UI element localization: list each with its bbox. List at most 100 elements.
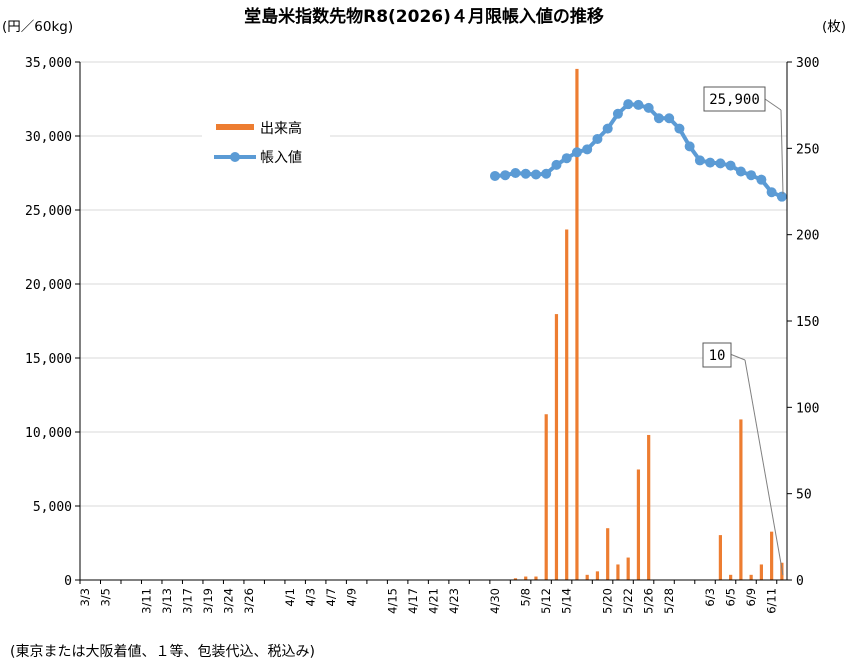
- axes: [79, 62, 788, 581]
- x-tick-label: 3/13: [160, 588, 174, 614]
- left-tick-label: 15,000: [25, 352, 72, 367]
- left-axis-unit: (円／60kg): [2, 19, 73, 35]
- price-marker: [489, 170, 500, 181]
- volume-bar: [585, 574, 589, 580]
- volume-bar: [554, 314, 559, 580]
- left-tick-label: 0: [64, 574, 72, 589]
- price-marker: [541, 168, 552, 179]
- callout-box-price: [703, 86, 766, 112]
- x-tick-label: 5/20: [601, 588, 615, 614]
- volume-bar: [606, 528, 610, 580]
- right-tick-label: 0: [796, 574, 804, 589]
- x-tick-label: 4/1: [283, 588, 297, 607]
- price-marker: [674, 123, 685, 134]
- callout-leader-price-2: [780, 109, 784, 195]
- callout-leader-price: [764, 98, 782, 111]
- callout-label-volume: 10: [709, 348, 726, 364]
- volume-bar: [749, 574, 753, 580]
- price-marker: [592, 133, 603, 144]
- x-tick-label: 4/9: [345, 588, 359, 607]
- price-marker: [653, 113, 664, 124]
- x-tick-label: 5/28: [662, 588, 676, 614]
- price-marker: [520, 168, 531, 179]
- price-marker: [756, 174, 767, 185]
- price-marker: [735, 166, 746, 177]
- right-tick-label: 150: [796, 315, 819, 330]
- price-marker: [500, 170, 511, 181]
- callout-leader-volume: [729, 353, 746, 361]
- price-marker: [510, 168, 521, 178]
- chart-title: 堂島米指数先物R8(2026)４月限帳入値の推移: [244, 6, 604, 27]
- volume-bar: [770, 531, 774, 580]
- x-tick-label: 4/23: [447, 588, 461, 614]
- callout-box-volume: [702, 342, 732, 368]
- volume-bar: [575, 68, 579, 580]
- footnote: (東京または大阪着値、１等、包装代込、税込み): [10, 643, 315, 660]
- x-tick-label: 4/7: [324, 588, 338, 607]
- x-tick-label: 5/14: [560, 588, 574, 614]
- right-tick-label: 50: [796, 488, 812, 503]
- price-marker: [776, 191, 787, 202]
- x-tick-label: 3/3: [78, 588, 92, 607]
- volume-bar: [565, 229, 569, 580]
- left-tick-label: 5,000: [33, 500, 72, 515]
- x-tick-label: 5/12: [539, 588, 553, 614]
- price-marker: [571, 147, 582, 158]
- price-marker: [530, 169, 541, 180]
- price-marker: [582, 144, 593, 155]
- legend-label-volume: 出来高: [260, 120, 302, 137]
- right-tick-label: 300: [796, 56, 819, 71]
- price-line: [489, 99, 787, 202]
- volume-bar: [636, 469, 641, 580]
- x-tick-label: 4/30: [488, 588, 502, 614]
- price-marker: [623, 99, 634, 110]
- price-marker: [664, 113, 675, 124]
- x-tick-label: 5/22: [621, 588, 635, 614]
- gridlines: [80, 61, 787, 507]
- x-tick-label: 6/3: [703, 588, 717, 607]
- price-marker: [551, 159, 562, 170]
- price-marker: [725, 160, 736, 171]
- volume-bar: [595, 571, 600, 580]
- x-tick-label: 4/15: [386, 588, 400, 614]
- right-tick-label: 250: [796, 142, 819, 157]
- x-tick-label: 3/11: [140, 588, 154, 614]
- volume-bars: [513, 68, 784, 580]
- legend: 出来高 帳入値: [202, 110, 330, 174]
- volume-bar: [616, 564, 620, 580]
- volume-bar: [718, 535, 722, 580]
- volume-bar: [513, 578, 518, 580]
- left-tick-label: 20,000: [25, 278, 72, 293]
- callout-label-price: 25,900: [709, 92, 760, 108]
- right-axis-ticks: 0 50 100 150 200 250 300: [787, 56, 819, 589]
- callouts: 25,900 10: [702, 86, 784, 576]
- x-tick-label: 4/17: [406, 588, 420, 614]
- callout-leader-volume-2: [744, 359, 784, 576]
- x-tick-label: 3/17: [181, 588, 195, 614]
- x-tick-label: 6/11: [765, 588, 779, 614]
- price-line-path: [494, 102, 783, 199]
- price-marker: [694, 155, 705, 166]
- price-marker: [715, 158, 726, 169]
- volume-bar: [759, 564, 763, 580]
- volume-bar: [739, 419, 743, 580]
- left-tick-label: 10,000: [25, 426, 72, 441]
- x-tick-label: 5/26: [642, 588, 656, 614]
- right-axis-unit: (枚): [822, 19, 846, 35]
- price-marker: [612, 108, 623, 119]
- price-marker: [602, 123, 613, 134]
- x-tick-label: 4/21: [427, 588, 441, 614]
- volume-bar: [647, 434, 651, 580]
- x-tick-label: 5/8: [519, 588, 533, 607]
- left-tick-label: 35,000: [25, 56, 72, 71]
- price-marker: [766, 187, 777, 198]
- left-tick-label: 30,000: [25, 130, 72, 145]
- legend-line-marker: [230, 152, 240, 162]
- price-marker: [746, 170, 757, 181]
- price-marker: [561, 153, 572, 164]
- legend-label-price: 帳入値: [260, 150, 302, 166]
- x-tick-label: 3/19: [201, 588, 215, 614]
- price-marker: [684, 141, 695, 152]
- left-axis-ticks: 0 5,000 10,000 15,000 20,000 25,000 30,000 35,0…: [25, 56, 80, 589]
